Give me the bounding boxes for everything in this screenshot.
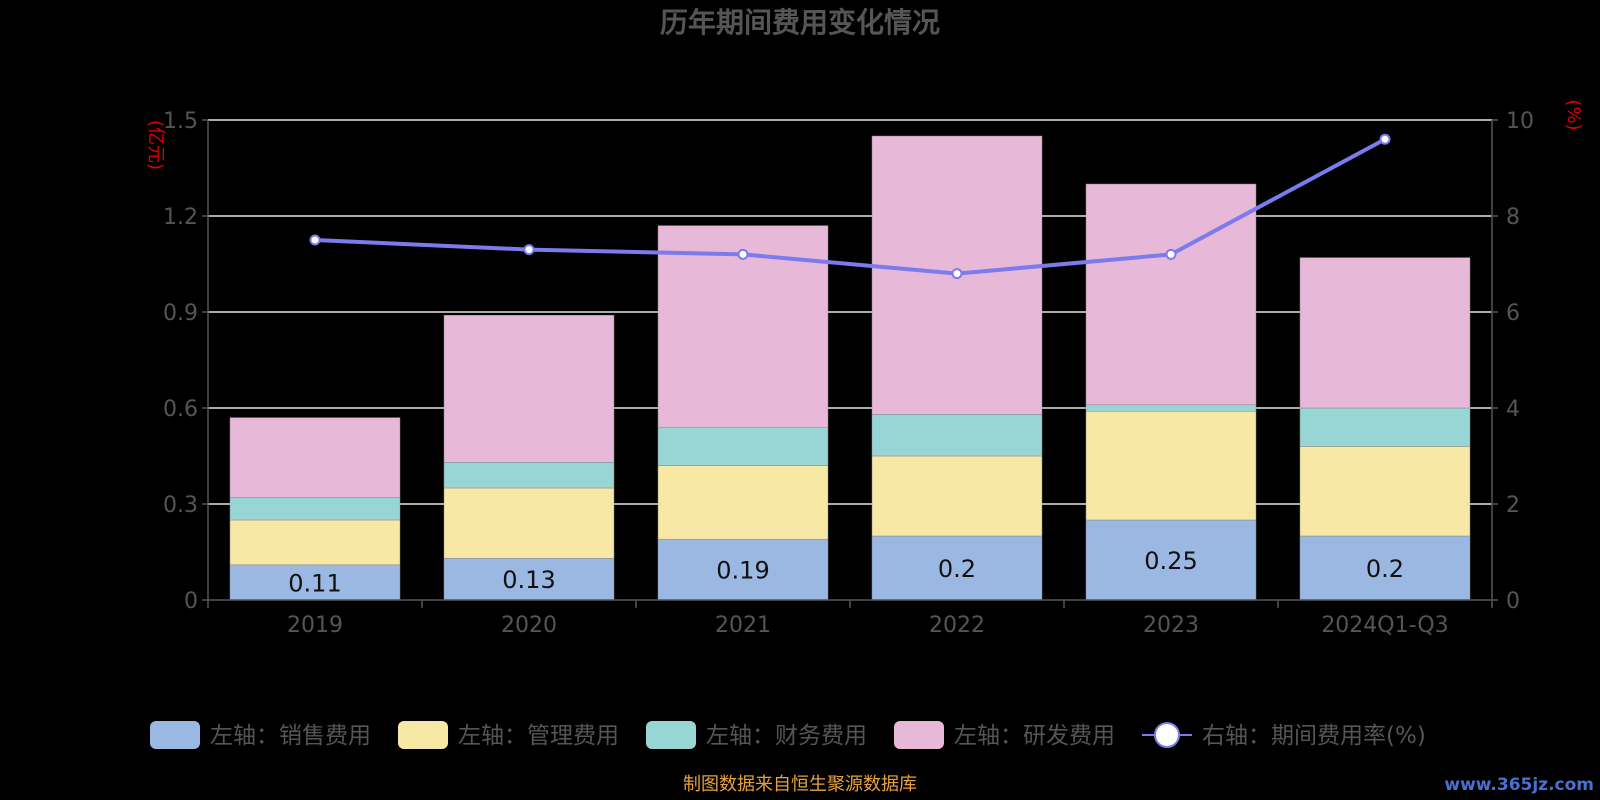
bar-data-label: 0.11 <box>288 569 341 597</box>
legend-label: 左轴：财务费用 <box>706 723 867 749</box>
rate-line-point <box>737 248 749 260</box>
legend: 左轴：销售费用 左轴：管理费用 左轴：财务费用 左轴：研发费用 右轴：期间费用率(%) <box>150 721 1426 749</box>
y-right-tick-label: 2 <box>1506 493 1520 518</box>
left-axis-unit: (亿元) <box>145 120 166 170</box>
bar-data-label: 0.2 <box>938 555 976 583</box>
bar-segment <box>443 487 615 559</box>
bar-segment <box>871 455 1043 537</box>
legend-swatch-point <box>1154 722 1180 748</box>
legend-label: 右轴：期间费用率(%) <box>1202 723 1426 749</box>
bar-segment <box>1085 404 1257 412</box>
bar-segment <box>443 462 615 489</box>
rate-line-point <box>1165 248 1177 260</box>
legend-swatch <box>150 721 200 749</box>
y-right-tick-label: 0 <box>1506 589 1520 614</box>
bar-segment <box>229 417 401 498</box>
x-tick-label: 2023 <box>1143 613 1199 638</box>
y-left-tick-label: 0.9 <box>163 301 198 326</box>
bar-segment <box>229 497 401 521</box>
bar-segment <box>657 465 829 540</box>
legend-label: 左轴：管理费用 <box>458 723 619 749</box>
bar-segment <box>229 564 401 601</box>
y-left-tick-label: 1.5 <box>163 109 198 134</box>
rate-line-point <box>523 244 535 256</box>
legend-swatch <box>894 721 944 749</box>
bar-segment <box>657 426 829 466</box>
bar-segment <box>443 558 615 601</box>
watermark-text: www.365jz.com <box>1444 775 1594 795</box>
source-note: 制图数据来自恒生聚源数据库 <box>683 774 917 795</box>
chart-title: 历年期间费用变化情况 <box>660 6 940 39</box>
bar-data-label: 0.19 <box>716 557 769 585</box>
x-tick-label: 2019 <box>287 613 343 638</box>
bar-segment <box>871 414 1043 457</box>
x-tick-label: 2022 <box>929 613 985 638</box>
x-tick-label: 2024Q1-Q3 <box>1321 613 1448 638</box>
bar-segment <box>657 538 829 601</box>
legend-label: 左轴：研发费用 <box>954 723 1115 749</box>
legend-label: 左轴：销售费用 <box>210 723 371 749</box>
line-layer <box>309 133 1391 280</box>
axis-layer: 0 0.3 0.6 0.9 1.2 1.5 0 2 4 6 8 10 2019 2020 2021 2022 2… <box>163 109 1534 638</box>
y-left-tick-label: 0 <box>184 589 198 614</box>
bar-segment <box>1085 410 1257 521</box>
bar-segment <box>229 519 401 566</box>
y-right-tick-label: 6 <box>1506 301 1520 326</box>
rate-line-point <box>309 234 321 246</box>
bar-data-label: 0.13 <box>502 566 555 594</box>
y-left-tick-label: 1.2 <box>163 205 198 230</box>
bar-data-label: 0.25 <box>1144 547 1197 575</box>
bar-segment <box>1085 183 1257 406</box>
right-axis-unit: (%) <box>1563 99 1584 130</box>
x-tick-label: 2021 <box>715 613 771 638</box>
y-right-tick-label: 4 <box>1506 397 1520 422</box>
bar-segment <box>1299 257 1471 409</box>
y-left-tick-label: 0.6 <box>163 397 198 422</box>
rate-line-point <box>1379 133 1391 145</box>
bar-segment <box>1299 446 1471 537</box>
y-right-tick-label: 10 <box>1506 109 1534 134</box>
y-right-tick-label: 8 <box>1506 205 1520 230</box>
rate-line-point <box>951 268 963 280</box>
bar-segment <box>871 535 1043 601</box>
legend-swatch <box>398 721 448 749</box>
bar-segment <box>1299 407 1471 447</box>
y-left-tick-label: 0.3 <box>163 493 198 518</box>
bar-segment <box>1085 519 1257 601</box>
bars-layer: 0.11 0.13 0.19 0.2 0.25 0.2 <box>229 135 1471 601</box>
bar-data-label: 0.2 <box>1366 555 1404 583</box>
x-tick-label: 2020 <box>501 613 557 638</box>
legend-swatch <box>646 721 696 749</box>
grid-layer <box>208 119 1492 505</box>
bar-segment <box>1299 535 1471 601</box>
rate-line <box>314 137 1386 276</box>
bar-segment <box>443 314 615 463</box>
